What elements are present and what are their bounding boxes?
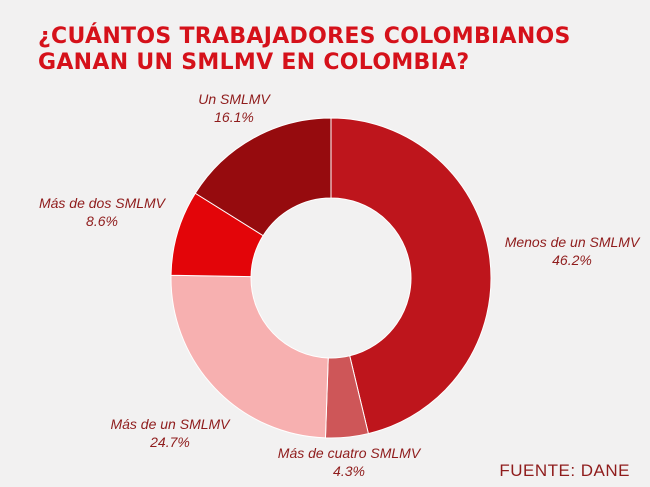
chart-title: ¿CUÁNTOS TRABAJADORES COLOMBIANOS GANAN … bbox=[38, 24, 638, 76]
slice-label-mas-de-un-smlmv: Más de un SMLMV bbox=[110, 416, 231, 432]
chart-title-line-1: ¿CUÁNTOS TRABAJADORES COLOMBIANOS bbox=[38, 24, 571, 49]
slice-label-mas-de-dos-smlmv: Más de dos SMLMV bbox=[39, 195, 167, 211]
slice-label-un-smlmv: Un SMLMV bbox=[198, 91, 271, 107]
slice-label-mas-de-cuatro-smlmv: Más de cuatro SMLMV bbox=[278, 445, 422, 461]
slice-menos-de-un-smlmv bbox=[330, 117, 492, 435]
slice-value-mas-de-cuatro-smlmv: 4.3% bbox=[333, 463, 365, 479]
chart-title-line-2: GANAN UN SMLMV EN COLOMBIA? bbox=[38, 50, 470, 75]
source-note: FUENTE: DANE bbox=[499, 461, 630, 480]
slice-label-menos-de-un-smlmv: Menos de un SMLMV bbox=[505, 234, 641, 250]
slice-value-mas-de-un-smlmv: 24.7% bbox=[149, 434, 190, 450]
slice-value-un-smlmv: 16.1% bbox=[214, 109, 254, 125]
slice-un-smlmv bbox=[194, 117, 332, 237]
slice-value-menos-de-un-smlmv: 46.2% bbox=[552, 252, 592, 268]
slice-mas-de-un-smlmv bbox=[170, 274, 329, 439]
slice-labels: Menos de un SMLMV 46.2% Más de cuatro SMLM… bbox=[39, 91, 641, 479]
slice-value-mas-de-dos-smlmv: 8.6% bbox=[86, 213, 118, 229]
donut-slices bbox=[170, 117, 492, 439]
